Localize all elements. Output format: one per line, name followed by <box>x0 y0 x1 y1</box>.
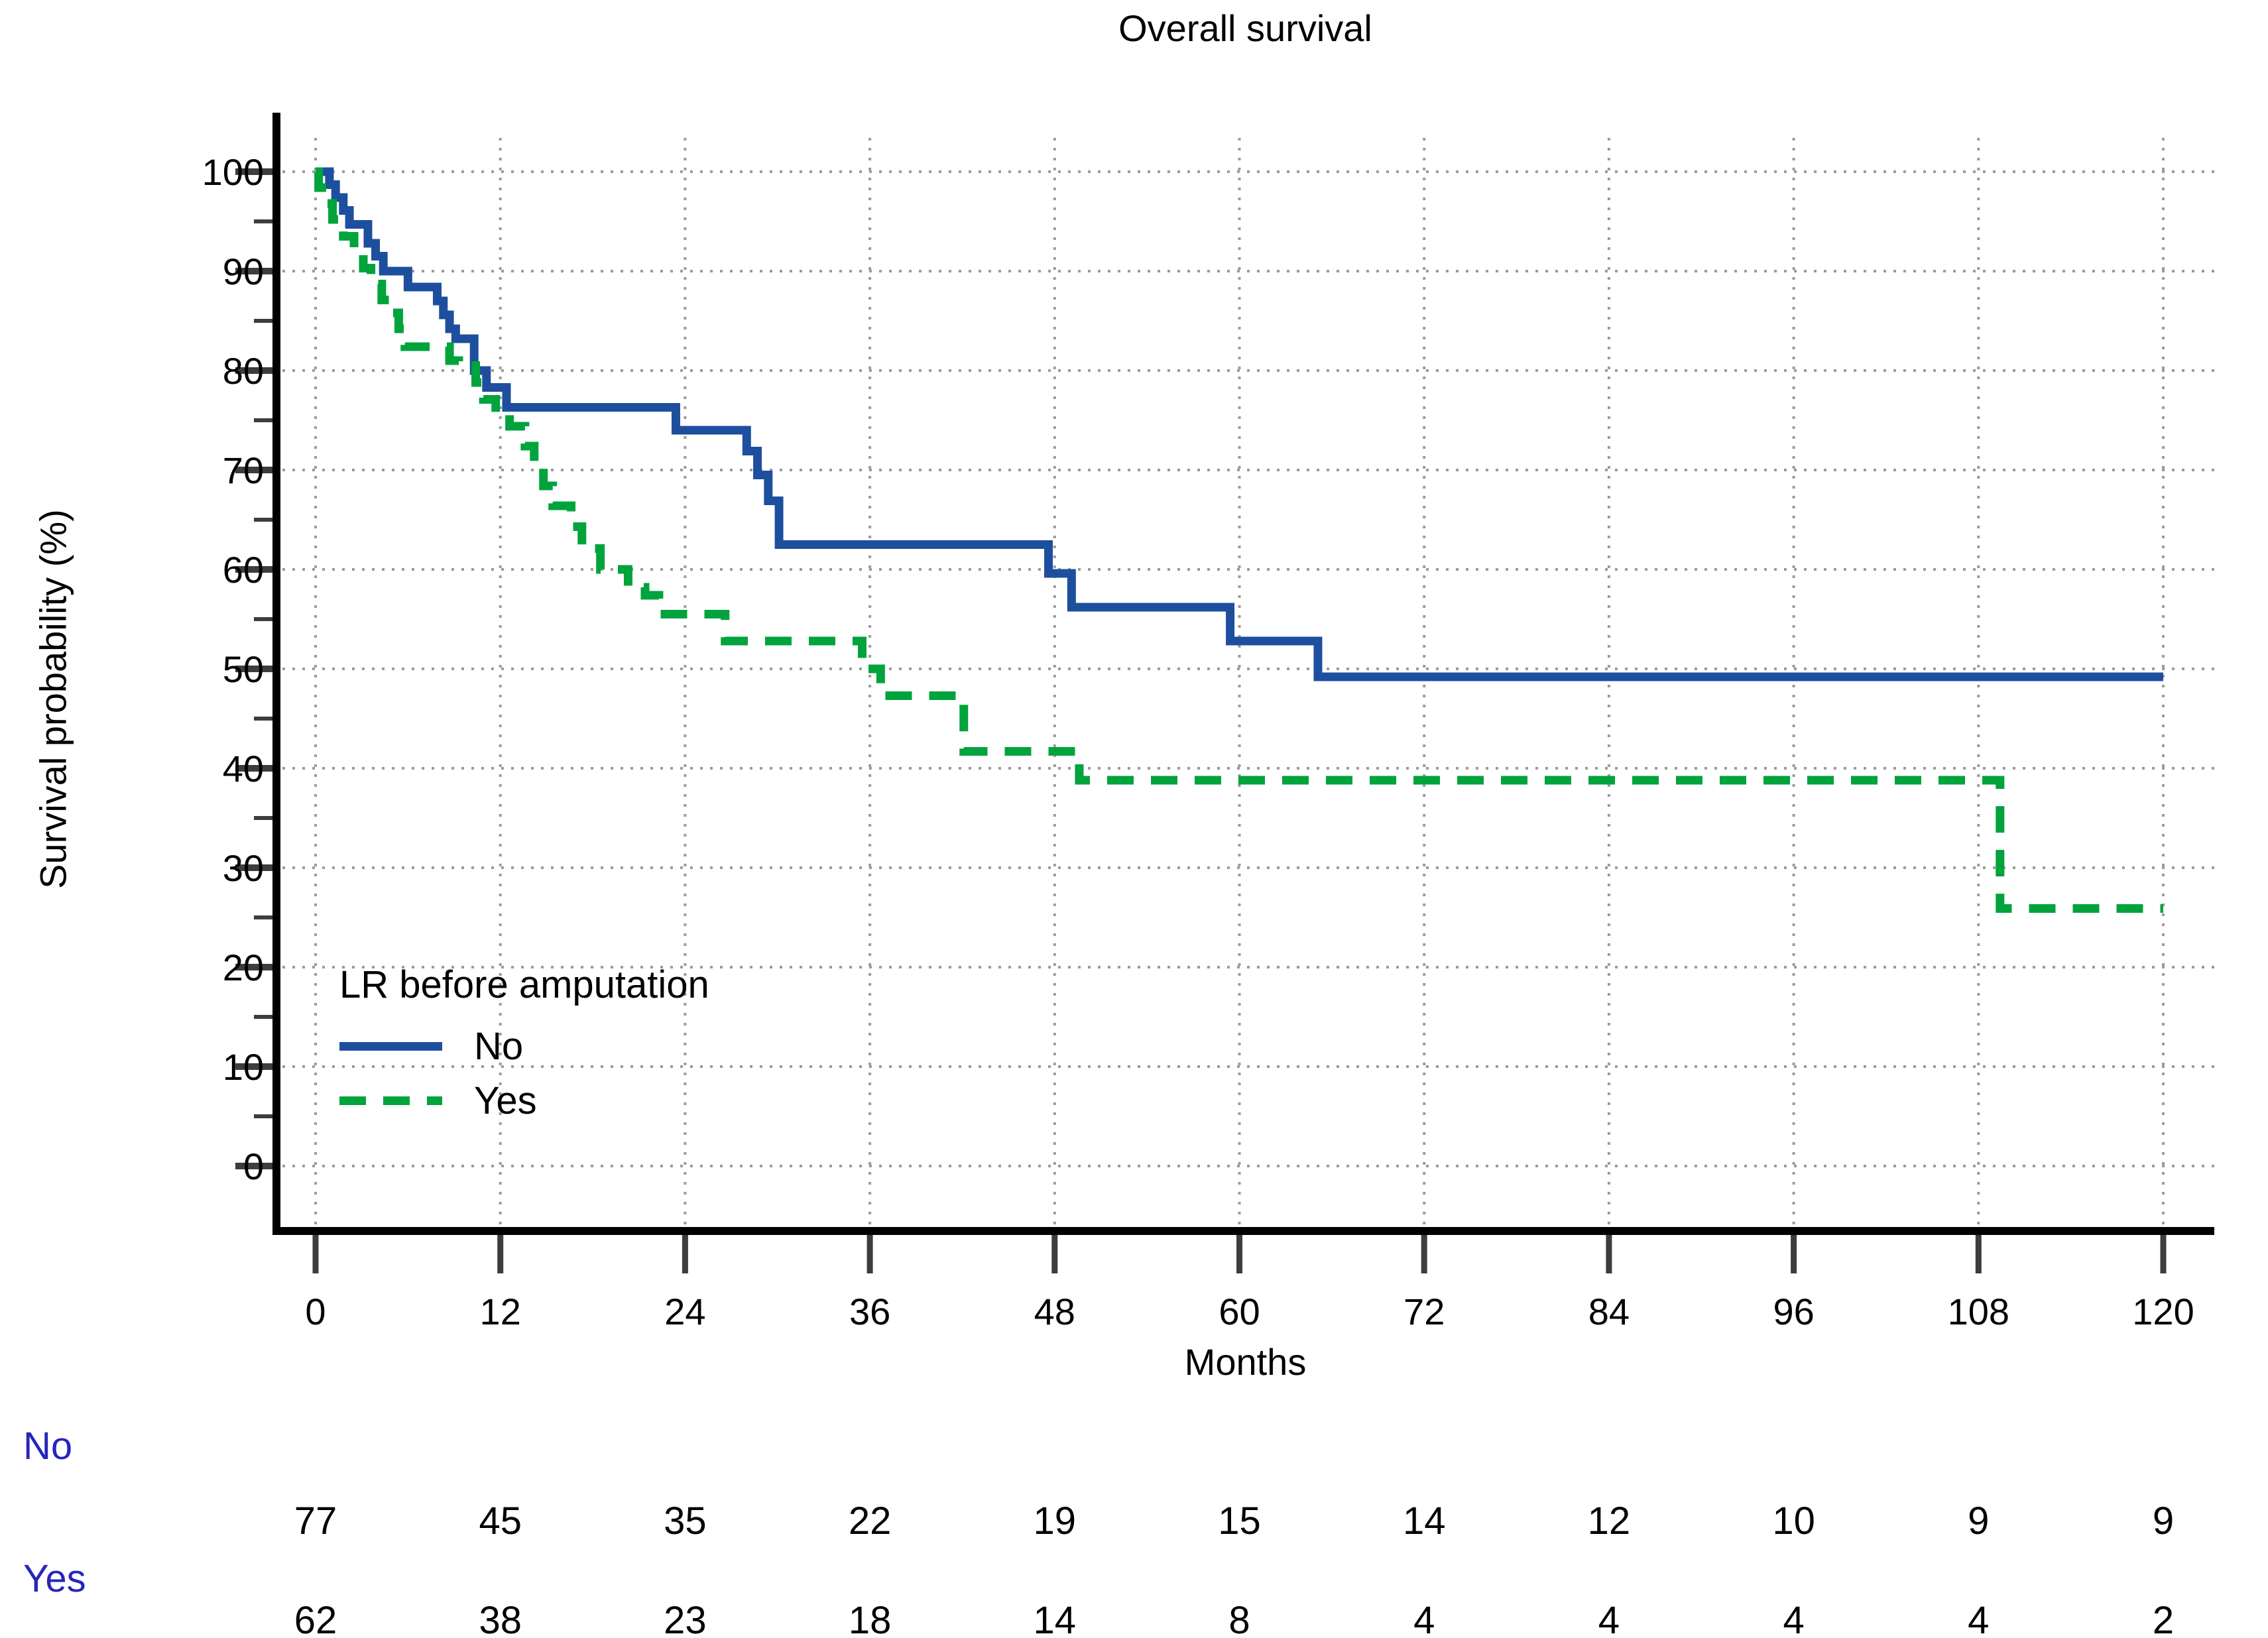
y-minor-tick-75 <box>254 418 272 422</box>
risk-count-no-24: 35 <box>664 1499 707 1543</box>
x-axis-title: Months <box>1184 1341 1307 1383</box>
risk-count-yes-84: 4 <box>1598 1599 1620 1638</box>
y-minor-tick-45 <box>254 717 272 721</box>
x-axis-spine <box>272 1227 2214 1235</box>
y-minor-tick-65 <box>254 518 272 522</box>
risk-row-label-no: No <box>23 1425 73 1468</box>
y-tick-50 <box>235 666 272 672</box>
legend-entry-no: No <box>339 1019 709 1073</box>
legend-label-no: No <box>474 1024 524 1068</box>
legend-line-dashed-icon <box>339 1096 442 1105</box>
survival-curve-yes <box>314 167 2163 913</box>
x-tick-label-96: 96 <box>1773 1291 1814 1332</box>
y-tick-label-60: 60 <box>223 549 264 591</box>
risk-count-no-48: 19 <box>1034 1499 1077 1543</box>
y-tick-label-80: 80 <box>223 350 264 392</box>
x-tick-36 <box>866 1235 873 1273</box>
y-tick-label-100: 100 <box>202 151 264 193</box>
y-minor-tick-85 <box>254 319 272 323</box>
legend-entry-yes: Yes <box>339 1073 709 1128</box>
x-tick-72 <box>1421 1235 1427 1273</box>
risk-count-no-96: 10 <box>1772 1499 1815 1543</box>
risk-count-yes-36: 18 <box>849 1599 892 1638</box>
x-tick-label-108: 108 <box>1948 1291 2009 1332</box>
y-tick-70 <box>235 467 272 473</box>
legend-line-solid-icon <box>339 1041 442 1051</box>
y-minor-tick-55 <box>254 617 272 621</box>
x-tick-label-84: 84 <box>1588 1291 1630 1332</box>
x-tick-108 <box>1975 1235 1982 1273</box>
y-tick-label-20: 20 <box>223 947 264 988</box>
risk-count-no-60: 15 <box>1218 1499 1261 1543</box>
y-tick-60 <box>235 566 272 573</box>
x-tick-label-60: 60 <box>1219 1291 1260 1332</box>
y-tick-90 <box>235 268 272 274</box>
risk-count-yes-12: 38 <box>479 1599 522 1638</box>
x-tick-0 <box>312 1235 319 1273</box>
y-tick-0 <box>235 1163 272 1169</box>
y-minor-tick-95 <box>254 219 272 223</box>
y-tick-10 <box>235 1063 272 1070</box>
risk-count-yes-60: 8 <box>1228 1599 1250 1638</box>
x-tick-24 <box>682 1235 688 1273</box>
x-tick-label-72: 72 <box>1403 1291 1445 1332</box>
x-tick-label-12: 12 <box>480 1291 521 1332</box>
y-minor-tick-5 <box>254 1114 272 1118</box>
x-tick-label-36: 36 <box>849 1291 890 1332</box>
x-tick-label-24: 24 <box>664 1291 705 1332</box>
y-tick-label-30: 30 <box>223 847 264 889</box>
y-minor-tick-35 <box>254 816 272 820</box>
y-tick-label-90: 90 <box>223 251 264 292</box>
x-tick-48 <box>1051 1235 1058 1273</box>
risk-count-yes-72: 4 <box>1413 1599 1435 1638</box>
risk-count-no-36: 22 <box>849 1499 892 1543</box>
x-tick-120 <box>2160 1235 2167 1273</box>
risk-count-no-72: 14 <box>1403 1499 1446 1543</box>
y-tick-30 <box>235 864 272 871</box>
y-minor-tick-15 <box>254 1015 272 1019</box>
y-tick-100 <box>235 168 272 175</box>
risk-count-yes-0: 62 <box>294 1599 337 1638</box>
risk-row-label-yes: Yes <box>23 1557 86 1600</box>
survival-curve-no <box>316 167 2163 681</box>
risk-count-no-108: 9 <box>1968 1499 1989 1543</box>
risk-count-yes-120: 2 <box>2153 1599 2174 1638</box>
y-tick-20 <box>235 964 272 970</box>
x-tick-60 <box>1236 1235 1242 1273</box>
y-tick-40 <box>235 765 272 772</box>
risk-count-no-120: 9 <box>2153 1499 2174 1543</box>
x-tick-84 <box>1606 1235 1612 1273</box>
risk-count-yes-48: 14 <box>1034 1599 1077 1638</box>
risk-count-no-12: 45 <box>479 1499 522 1543</box>
legend-title: LR before amputation <box>339 963 709 1006</box>
risk-count-yes-96: 4 <box>1783 1599 1804 1638</box>
x-tick-96 <box>1791 1235 1797 1273</box>
risk-count-no-84: 12 <box>1588 1499 1631 1543</box>
legend: LR before amputation No Yes <box>339 963 709 1128</box>
y-tick-80 <box>235 367 272 374</box>
x-tick-label-120: 120 <box>2132 1291 2194 1332</box>
x-tick-label-0: 0 <box>305 1291 326 1332</box>
y-minor-tick-25 <box>254 915 272 919</box>
y-axis-spine <box>272 113 280 1235</box>
y-tick-label-70: 70 <box>223 449 264 491</box>
x-tick-label-48: 48 <box>1034 1291 1075 1332</box>
risk-count-no-0: 77 <box>294 1499 337 1543</box>
risk-count-yes-108: 4 <box>1968 1599 1989 1638</box>
legend-label-yes: Yes <box>474 1079 537 1122</box>
x-tick-12 <box>497 1235 504 1273</box>
chart-title: Overall survival <box>1118 7 1372 49</box>
y-tick-label-10: 10 <box>223 1046 264 1088</box>
y-tick-label-0: 0 <box>243 1145 264 1187</box>
y-tick-label-40: 40 <box>223 748 264 790</box>
y-tick-label-50: 50 <box>223 648 264 690</box>
risk-count-yes-24: 23 <box>664 1599 707 1638</box>
